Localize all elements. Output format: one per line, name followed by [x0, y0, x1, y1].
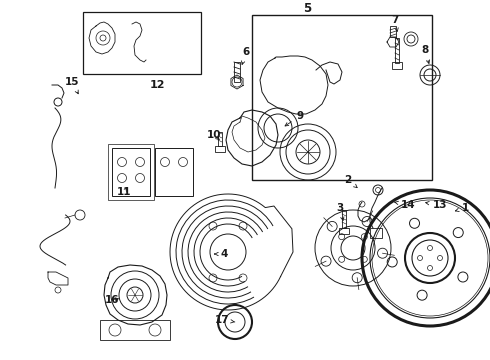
Text: 1: 1 — [456, 203, 468, 213]
Bar — [215, 146, 225, 152]
Bar — [395, 38, 399, 63]
Bar — [100, 320, 170, 340]
Text: 8: 8 — [421, 45, 430, 63]
Text: 12: 12 — [149, 80, 165, 90]
Text: 9: 9 — [285, 111, 304, 126]
Text: 3: 3 — [336, 203, 344, 220]
Text: 15: 15 — [65, 77, 79, 94]
Bar — [234, 62, 240, 82]
Bar — [339, 228, 349, 234]
Text: 17: 17 — [215, 315, 235, 325]
Bar — [155, 148, 193, 196]
Text: 2: 2 — [344, 175, 357, 188]
Text: 6: 6 — [242, 47, 249, 64]
Text: 7: 7 — [392, 15, 399, 31]
Bar — [83, 12, 201, 74]
Text: 4: 4 — [215, 249, 228, 259]
Text: 14: 14 — [395, 200, 416, 210]
Text: 16: 16 — [105, 295, 119, 305]
Text: 5: 5 — [303, 1, 311, 14]
Bar — [342, 210, 346, 228]
Bar — [108, 144, 154, 200]
Text: 11: 11 — [117, 187, 131, 197]
Bar — [392, 62, 402, 69]
Bar — [390, 26, 396, 37]
Bar — [370, 228, 382, 238]
Bar — [252, 15, 432, 180]
Text: 13: 13 — [426, 200, 447, 210]
Text: 10: 10 — [207, 130, 221, 140]
Bar — [112, 148, 150, 196]
Bar — [218, 132, 222, 146]
